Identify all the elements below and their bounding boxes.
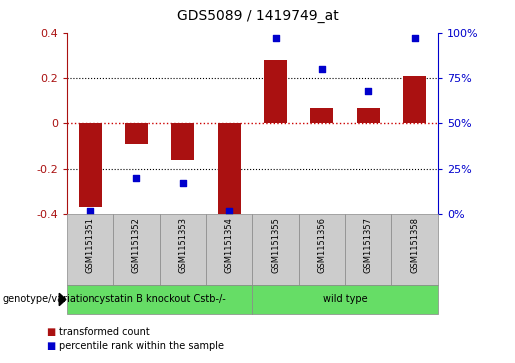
- Text: transformed count: transformed count: [59, 327, 150, 337]
- Bar: [67, 214, 113, 285]
- Point: [179, 180, 187, 186]
- Text: genotype/variation: genotype/variation: [3, 294, 95, 305]
- Bar: [252, 214, 299, 285]
- Text: GSM1151355: GSM1151355: [271, 217, 280, 273]
- Bar: [67, 285, 252, 314]
- Text: GDS5089 / 1419749_at: GDS5089 / 1419749_at: [177, 9, 338, 23]
- Text: ■: ■: [46, 340, 56, 351]
- Point: [410, 35, 419, 41]
- Text: wild type: wild type: [323, 294, 367, 305]
- Text: GSM1151354: GSM1151354: [225, 217, 234, 273]
- Bar: [345, 214, 391, 285]
- Bar: [160, 214, 206, 285]
- Text: GSM1151357: GSM1151357: [364, 217, 373, 273]
- Bar: [356, 107, 380, 123]
- Point: [225, 208, 233, 213]
- Point: [364, 88, 372, 94]
- Bar: [206, 214, 252, 285]
- Point: [132, 175, 141, 181]
- Bar: [264, 60, 287, 123]
- Bar: [217, 123, 241, 216]
- Text: cystatin B knockout Cstb-/-: cystatin B knockout Cstb-/-: [94, 294, 226, 305]
- Text: GSM1151352: GSM1151352: [132, 217, 141, 273]
- Text: ■: ■: [46, 327, 56, 337]
- Bar: [391, 214, 438, 285]
- Text: GSM1151351: GSM1151351: [85, 217, 95, 273]
- Bar: [125, 123, 148, 144]
- Text: GSM1151358: GSM1151358: [410, 217, 419, 273]
- Text: GSM1151353: GSM1151353: [178, 217, 187, 273]
- Point: [271, 35, 280, 41]
- Point: [86, 208, 94, 213]
- Polygon shape: [59, 293, 66, 306]
- Bar: [403, 76, 426, 123]
- Bar: [78, 123, 101, 207]
- Bar: [113, 214, 160, 285]
- Bar: [252, 285, 438, 314]
- Bar: [310, 107, 334, 123]
- Text: GSM1151356: GSM1151356: [317, 217, 327, 273]
- Bar: [299, 214, 345, 285]
- Bar: [171, 123, 195, 160]
- Text: percentile rank within the sample: percentile rank within the sample: [59, 340, 224, 351]
- Point: [318, 66, 326, 72]
